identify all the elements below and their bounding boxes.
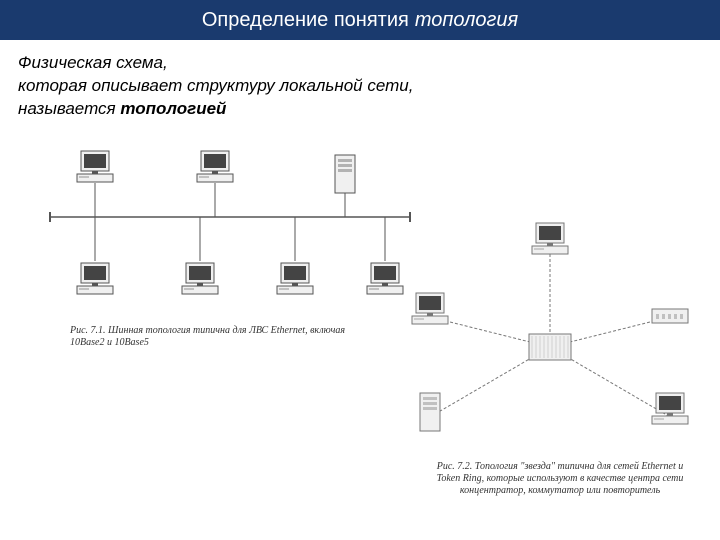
bus-topology-diagram bbox=[40, 147, 430, 337]
slide-header: Определение понятия топология bbox=[0, 0, 720, 40]
bus-caption: Рис. 7.1. Шинная топология типична для Л… bbox=[70, 325, 370, 349]
header-text: Определение понятия bbox=[202, 9, 409, 32]
header-italic: топология bbox=[415, 9, 518, 32]
definition-text: Физическая схема, которая описывает стру… bbox=[0, 40, 720, 121]
intro-line1: Физическая схема, bbox=[18, 52, 702, 75]
intro-line2: которая описывает структуру локальной се… bbox=[18, 75, 702, 98]
diagram-area: Рис. 7.1. Шинная топология типична для Л… bbox=[0, 127, 720, 527]
star-topology-diagram bbox=[400, 217, 700, 467]
intro-line3: называется топологией bbox=[18, 98, 702, 121]
star-caption: Рис. 7.2. Топология "звезда" типична для… bbox=[430, 461, 690, 497]
